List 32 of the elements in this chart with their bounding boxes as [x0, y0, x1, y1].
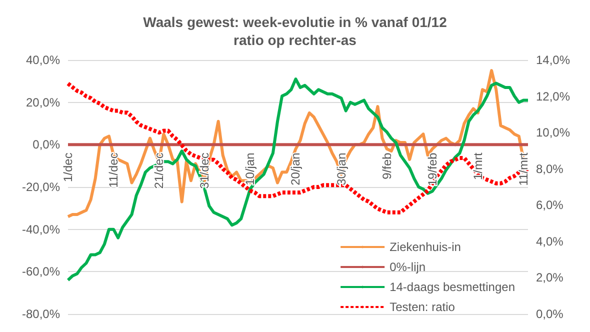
y-tick-label: 40,0% — [26, 53, 60, 67]
legend-label: Testen: ratio — [390, 300, 456, 314]
legend-label: 0%-lijn — [390, 260, 426, 274]
y-tick-label: -20,0% — [22, 180, 60, 194]
x-tick-label: 9/feb — [380, 152, 394, 180]
y-tick-label: 20,0% — [26, 95, 60, 110]
y-tick-label: -40,0% — [22, 222, 60, 236]
y2-tick-label: 12,0% — [536, 89, 570, 104]
chart-subtitle: ratio op rechter-as — [234, 32, 357, 48]
y2-tick-label: 2,0% — [536, 270, 564, 285]
x-tick-label: 20/jan — [288, 152, 303, 186]
x-tick-label: 1/dec — [61, 152, 75, 182]
y2-tick-label: 10,0% — [536, 126, 570, 140]
x-tick-label: 10/jan — [243, 152, 258, 186]
x-tick-label: 1/mrt — [470, 152, 485, 180]
y-tick-label: -60,0% — [22, 264, 60, 279]
x-tick-label: 30/jan — [334, 152, 348, 186]
y2-tick-label: 0,0% — [536, 307, 564, 321]
y2-tick-label: 8,0% — [536, 162, 564, 176]
y-tick-label: -80,0% — [22, 307, 60, 321]
y2-tick-label: 4,0% — [536, 234, 564, 248]
x-tick-label: 11/dec — [106, 152, 121, 188]
y-tick-label: 0,0% — [32, 138, 60, 152]
x-tick-label: 31/dec — [198, 152, 212, 189]
x-tick-label: 19/feb — [425, 152, 440, 186]
legend-label: Ziekenhuis-in — [390, 240, 461, 254]
x-tick-label: 21/dec — [152, 152, 166, 189]
legend-label: 14-daags besmettingen — [390, 280, 515, 294]
chart-title: Waals gewest: week-evolutie in % vanaf 01/12 — [143, 14, 448, 30]
y2-tick-label: 14,0% — [536, 53, 570, 67]
x-tick-label: 11/mrt — [516, 152, 530, 186]
y2-tick-label: 6,0% — [536, 198, 564, 212]
